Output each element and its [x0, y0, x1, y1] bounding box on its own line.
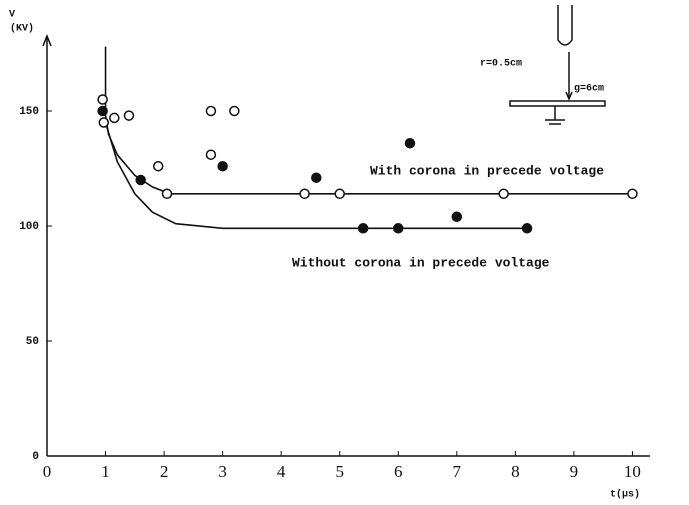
open-point: [205, 105, 217, 117]
x-tick-label: 10: [624, 462, 641, 481]
plate: [509, 100, 606, 107]
x-tick-label: 6: [394, 462, 403, 481]
filled-point: [393, 223, 404, 234]
electrode-diagram: [509, 5, 606, 125]
y-tick-label: 0: [32, 451, 39, 463]
filled-point: [451, 211, 463, 223]
annotation: r=0.5cm: [480, 59, 522, 70]
curve: [104, 122, 528, 230]
y-tick-label: 100: [19, 221, 39, 233]
y-tick-label: 150: [19, 106, 39, 118]
filled-point: [217, 160, 228, 172]
filled-point: [521, 223, 533, 234]
x-tick-label: 1: [101, 462, 110, 481]
x-tick-label: 9: [570, 462, 579, 481]
open-point: [161, 188, 173, 200]
filled-point: [135, 174, 146, 186]
open-point: [97, 94, 108, 105]
open-point: [498, 188, 509, 200]
filled-point: [357, 223, 369, 234]
y-axis-label: (KV): [10, 23, 34, 35]
curve-label: Without corona in precede voltage: [292, 255, 550, 270]
filled-point: [404, 137, 416, 149]
x-tick-label: 3: [218, 462, 227, 481]
curve-label: With corona in precede voltage: [370, 163, 604, 178]
x-tick-label: 0: [43, 462, 52, 481]
open-point: [627, 188, 638, 200]
open-point: [98, 117, 110, 128]
y-tick-label: 50: [26, 336, 39, 348]
open-point: [123, 110, 135, 121]
y-axis-label: V: [9, 10, 15, 21]
x-tick-label: 4: [277, 462, 286, 481]
open-point: [229, 105, 240, 117]
x-tick-label: 8: [511, 462, 520, 481]
open-point: [152, 160, 164, 172]
x-tick-label: 7: [453, 462, 462, 481]
arrow-head: [565, 91, 573, 101]
annotation: g=6cm: [574, 84, 604, 95]
open-point: [109, 112, 120, 124]
rod: [557, 5, 573, 46]
x-tick-label: 2: [160, 462, 169, 481]
open-point: [205, 149, 217, 160]
open-point: [334, 188, 345, 200]
y-axis-arrow: [42, 33, 52, 47]
open-point: [299, 188, 310, 200]
x-tick-label: 5: [335, 462, 344, 481]
x-axis-label: t(μs): [610, 489, 640, 501]
filled-point: [97, 105, 108, 117]
filled-point: [311, 172, 322, 183]
